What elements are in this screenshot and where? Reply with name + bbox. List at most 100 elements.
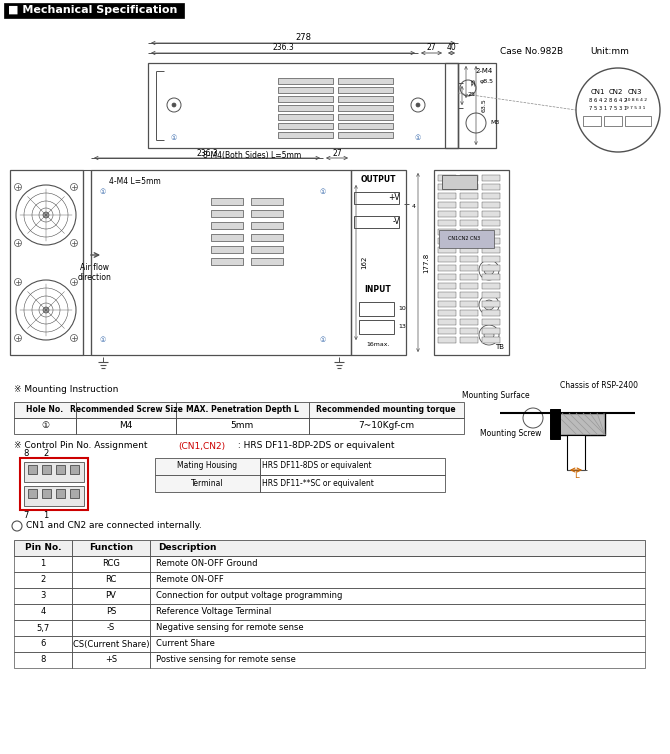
Bar (438, 319, 456, 325)
Bar (76, 418, 176, 434)
Bar (460, 211, 478, 217)
Text: 4: 4 (40, 608, 46, 617)
Bar (482, 220, 500, 226)
Text: 7 5 3 1: 7 5 3 1 (609, 106, 627, 111)
Bar (460, 247, 478, 253)
Bar (56, 489, 65, 498)
Text: Pin No.: Pin No. (25, 544, 61, 553)
Bar (42, 489, 51, 498)
Bar (83, 170, 91, 355)
Bar (438, 175, 456, 181)
Text: ①: ① (320, 337, 326, 343)
Text: +S: +S (105, 655, 117, 664)
Text: 8: 8 (23, 449, 29, 458)
Bar (260, 475, 445, 492)
Bar (438, 310, 456, 316)
Bar (460, 274, 478, 280)
Circle shape (416, 103, 420, 107)
Bar (42, 465, 51, 474)
Text: Case No.982B: Case No.982B (500, 48, 563, 57)
Bar (482, 283, 500, 289)
Bar (14, 588, 72, 604)
Text: 1: 1 (40, 559, 46, 569)
Circle shape (576, 68, 660, 152)
Bar (72, 572, 150, 588)
Bar (251, 246, 283, 253)
Bar (70, 489, 79, 498)
Text: CN1CN2 CN3: CN1CN2 CN3 (448, 237, 480, 241)
Bar (72, 604, 150, 620)
Bar (76, 402, 176, 418)
Text: 25: 25 (468, 93, 476, 97)
Text: 5mm: 5mm (230, 421, 254, 431)
Bar (28, 489, 37, 498)
Bar (438, 292, 456, 298)
Bar (438, 256, 456, 262)
Text: 9 7 5 3 1: 9 7 5 3 1 (626, 106, 646, 110)
Bar (460, 301, 478, 307)
Bar (211, 258, 243, 265)
Bar (338, 114, 393, 120)
Bar (14, 604, 72, 620)
Text: : HRS DF11-8DP-2DS or equivalent: : HRS DF11-8DP-2DS or equivalent (235, 442, 395, 450)
Text: Mounting Surface: Mounting Surface (462, 391, 529, 400)
Bar (438, 337, 456, 343)
Text: ①: ① (100, 189, 106, 195)
Bar (482, 202, 500, 208)
Bar (338, 96, 393, 102)
Bar (460, 175, 478, 181)
Text: Unit:mm: Unit:mm (590, 48, 629, 57)
Text: Mounting Screw: Mounting Screw (480, 428, 541, 437)
Text: L: L (574, 470, 578, 480)
Text: M3: M3 (490, 121, 499, 125)
Bar (359, 320, 394, 334)
Text: 8 6 4 2: 8 6 4 2 (589, 97, 607, 103)
Text: HRS DF11-8DS or equivalent: HRS DF11-8DS or equivalent (262, 461, 371, 470)
Bar (438, 283, 456, 289)
Bar (482, 175, 500, 181)
Bar (10, 170, 83, 355)
Bar (155, 475, 260, 492)
Text: RC: RC (105, 575, 117, 584)
Bar (278, 96, 333, 102)
Bar (482, 265, 500, 271)
Bar (438, 211, 456, 217)
Text: M4: M4 (119, 421, 133, 431)
Bar (438, 274, 456, 280)
Text: 40: 40 (447, 44, 456, 53)
Bar (4, 3, 184, 18)
Bar (460, 292, 478, 298)
Bar (251, 198, 283, 205)
Text: (CN1,CN2): (CN1,CN2) (178, 442, 225, 450)
Text: ①: ① (100, 337, 106, 343)
Circle shape (484, 265, 494, 275)
Text: ※ Mounting Instruction: ※ Mounting Instruction (14, 385, 119, 394)
Bar (150, 652, 645, 668)
Bar (278, 123, 333, 129)
Bar (460, 202, 478, 208)
Bar (211, 234, 243, 241)
Text: Description: Description (158, 544, 216, 553)
Text: 2: 2 (44, 449, 49, 458)
Bar (338, 87, 393, 93)
Bar (20, 458, 88, 510)
Text: 236.3: 236.3 (272, 44, 294, 53)
Text: CN1 and CN2 are connected internally.: CN1 and CN2 are connected internally. (26, 522, 202, 531)
Bar (278, 78, 333, 84)
Text: Recommended mounting torque: Recommended mounting torque (316, 406, 456, 415)
Bar (439, 230, 494, 248)
Bar (251, 234, 283, 241)
Bar (309, 402, 464, 418)
Text: Air flow: Air flow (80, 262, 109, 271)
Text: 162: 162 (361, 256, 367, 269)
Bar (14, 418, 76, 434)
Bar (359, 302, 394, 316)
Text: +V: +V (389, 194, 400, 203)
Bar (438, 220, 456, 226)
Bar (72, 556, 150, 572)
Text: Connection for output voltage programming: Connection for output voltage programmin… (156, 591, 342, 600)
Bar (445, 63, 458, 148)
Bar (442, 175, 477, 189)
Bar (550, 409, 560, 439)
Bar (482, 211, 500, 217)
